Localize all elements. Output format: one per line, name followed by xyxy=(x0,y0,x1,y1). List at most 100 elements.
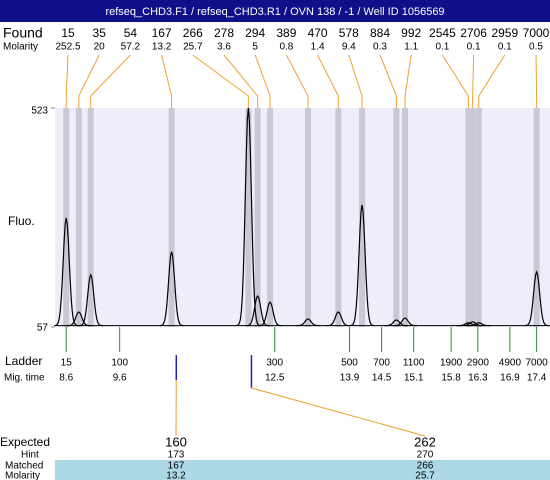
ladder-time: 14.5 xyxy=(372,373,392,384)
peak-band xyxy=(87,108,94,327)
found-leader xyxy=(161,54,173,108)
peak xyxy=(159,251,184,327)
ladder-label: Ladder xyxy=(5,354,42,368)
peak-band xyxy=(168,108,175,327)
found-size: 54 xyxy=(124,26,138,40)
found-leader xyxy=(223,54,259,108)
peak-band xyxy=(359,108,366,327)
found-size: 15 xyxy=(61,26,75,40)
expected-value: 160 xyxy=(165,434,187,449)
peak xyxy=(384,319,409,327)
found-molarity: 0.1 xyxy=(467,42,481,53)
expected-label: Expected xyxy=(0,435,50,449)
found-leader xyxy=(192,54,249,108)
matched-value: 167 xyxy=(168,461,185,472)
found-leader xyxy=(90,54,131,108)
peak-band xyxy=(393,108,400,327)
plot-area xyxy=(55,108,550,327)
matched-rows-bg xyxy=(55,460,550,480)
y-tick-label: 523 xyxy=(31,106,48,117)
found-leader xyxy=(285,54,309,108)
found-leader xyxy=(379,54,397,108)
ladder-size: 1900 xyxy=(440,358,463,369)
expected-molarity-label: Molarity xyxy=(5,471,40,480)
found-size: 266 xyxy=(183,26,203,40)
chart-title: refseq_CHD3.F1 / refseq_CHD3.R1 / OVN 13… xyxy=(105,6,444,18)
ladder-size: 300 xyxy=(266,358,283,369)
found-molarity: 9.4 xyxy=(342,42,356,53)
found-size: 470 xyxy=(308,26,328,40)
ladder-time: 16.3 xyxy=(468,373,488,384)
peak xyxy=(296,318,321,327)
peak xyxy=(524,270,549,327)
found-leader xyxy=(65,54,69,108)
found-size: 578 xyxy=(339,26,359,40)
found-molarity: 5 xyxy=(252,42,258,53)
peak-band xyxy=(465,108,472,327)
found-size: 2706 xyxy=(460,26,487,40)
ladder-time: 15.1 xyxy=(404,373,424,384)
peak-band xyxy=(63,108,70,327)
ladder-size: 1100 xyxy=(403,358,425,369)
hint-value: 173 xyxy=(168,450,185,461)
matched-value: 266 xyxy=(417,461,434,472)
peak xyxy=(466,322,491,327)
peak-band xyxy=(305,108,312,327)
found-leader xyxy=(254,54,271,108)
expected-value: 262 xyxy=(414,434,436,449)
peak xyxy=(326,311,351,327)
found-leader xyxy=(404,54,412,108)
found-molarity: 0.1 xyxy=(435,42,449,53)
ladder-size: 500 xyxy=(341,358,358,369)
y-axis-label: Fluo. xyxy=(8,214,35,228)
ladder-size: 7000 xyxy=(526,358,549,369)
found-size: 167 xyxy=(152,26,172,40)
found-size: 884 xyxy=(370,26,390,40)
found-molarity: 0.1 xyxy=(498,42,512,53)
found-size: 2959 xyxy=(491,26,518,40)
ladder-time: 9.6 xyxy=(113,373,127,384)
found-molarity: 20 xyxy=(94,42,106,53)
found-molarity: 252.5 xyxy=(55,42,80,53)
peak xyxy=(78,273,103,327)
peak xyxy=(66,311,91,327)
found-molarity: 25.7 xyxy=(183,42,203,53)
peak xyxy=(393,317,418,327)
ladder-time: 17.4 xyxy=(527,373,547,384)
peak-band xyxy=(335,108,342,327)
peak-band xyxy=(533,108,540,327)
found-leader xyxy=(478,54,506,108)
peak-band xyxy=(402,108,409,327)
found-leader xyxy=(78,54,100,108)
molarity-label: Molarity xyxy=(3,42,38,53)
peak-band xyxy=(267,108,274,327)
peak xyxy=(258,301,283,327)
peak xyxy=(349,204,375,327)
found-molarity: 1.1 xyxy=(404,42,418,53)
found-size: 2545 xyxy=(429,26,456,40)
found-leader xyxy=(317,54,339,108)
header-bar xyxy=(0,0,550,22)
found-molarity: 1.4 xyxy=(311,42,325,53)
peak-band xyxy=(245,108,252,327)
ladder-time: 16.9 xyxy=(500,373,520,384)
expected-leader xyxy=(251,387,426,437)
found-size: 278 xyxy=(214,26,234,40)
mig-time-label: Mig. time xyxy=(4,373,45,384)
y-tick-label: 57 xyxy=(37,323,49,334)
found-leader xyxy=(535,54,538,108)
ladder-size: 2900 xyxy=(467,358,490,369)
found-molarity: 57.2 xyxy=(121,42,141,53)
found-size: 992 xyxy=(401,26,421,40)
ladder-size: 15 xyxy=(61,358,73,369)
found-molarity: 3.6 xyxy=(217,42,231,53)
found-molarity: 0.5 xyxy=(529,42,543,53)
ladder-size: 700 xyxy=(373,358,390,369)
hint-label: Hint xyxy=(21,450,39,461)
found-size: 294 xyxy=(245,26,265,40)
peak-band xyxy=(469,108,476,327)
matched-molarity: 25.7 xyxy=(415,471,435,480)
matched-molarity: 13.2 xyxy=(166,471,186,480)
peak-band xyxy=(475,108,482,327)
peak xyxy=(456,322,481,327)
